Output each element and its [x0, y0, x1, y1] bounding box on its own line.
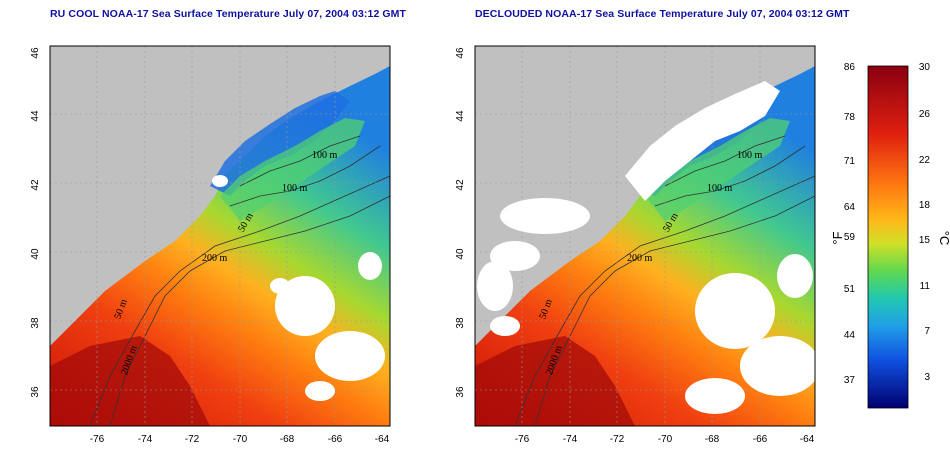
svg-text:100 m: 100 m [312, 150, 338, 161]
colorbar: 86 78 71 64 59 51 44 37 30 26 22 18 15 1… [830, 62, 950, 409]
c-tick: 3 [924, 372, 930, 383]
lat-tick: 38 [455, 317, 466, 329]
left-lat-axis: 46 44 42 40 38 36 [30, 47, 41, 398]
lon-tick: -72 [185, 434, 200, 445]
left-panel-title: RU COOL NOAA-17 Sea Surface Temperature … [50, 8, 407, 20]
lon-tick: -76 [515, 434, 530, 445]
lat-tick: 44 [455, 110, 466, 122]
right-panel-title: DECLOUDED NOAA-17 Sea Surface Temperatur… [475, 8, 850, 20]
svg-text:200 m: 200 m [202, 253, 228, 264]
lat-tick: 36 [30, 386, 41, 398]
lat-tick: 42 [30, 179, 41, 191]
right-map-panel: 100 m 100 m 50 m 200 m 50 m 2000 m [474, 45, 820, 427]
lon-tick: -70 [233, 434, 248, 445]
lat-tick: 40 [455, 248, 466, 260]
f-tick: 59 [844, 232, 856, 243]
svg-text:100 m: 100 m [707, 183, 733, 194]
f-tick: 64 [844, 202, 856, 213]
lon-tick: -72 [610, 434, 625, 445]
lon-tick: -76 [90, 434, 105, 445]
c-tick: 30 [919, 62, 931, 73]
lon-tick: -66 [328, 434, 343, 445]
lon-tick: -64 [800, 434, 815, 445]
lon-tick: -66 [753, 434, 768, 445]
f-tick: 78 [844, 112, 856, 123]
lat-tick: 46 [455, 47, 466, 59]
f-tick: 51 [844, 284, 856, 295]
lon-tick: -68 [280, 434, 295, 445]
c-tick: 22 [919, 155, 931, 166]
right-map-frame [474, 45, 816, 427]
colorbar-fahrenheit-ticks: 86 78 71 64 59 51 44 37 [844, 62, 856, 386]
f-tick: 37 [844, 375, 856, 386]
lat-tick: 44 [30, 110, 41, 122]
left-cloud-patches [212, 175, 385, 401]
lat-tick: 40 [30, 248, 41, 260]
svg-text:100 m: 100 m [282, 183, 308, 194]
right-masked-areas [477, 81, 820, 414]
lat-tick: 36 [455, 386, 466, 398]
colorbar-gradient [867, 65, 909, 409]
lat-tick: 46 [30, 47, 41, 59]
svg-text:200 m: 200 m [627, 253, 653, 264]
svg-text:100 m: 100 m [737, 150, 763, 161]
c-tick: 26 [919, 109, 931, 120]
lon-tick: -70 [658, 434, 673, 445]
left-lon-axis: -76 -74 -72 -70 -68 -66 -64 [90, 434, 390, 445]
f-tick: 71 [844, 156, 856, 167]
c-tick: 15 [919, 235, 931, 246]
right-lat-axis: 46 44 42 40 38 36 [455, 47, 466, 398]
lon-tick: -68 [705, 434, 720, 445]
left-map-panel: 100 m 100 m 50 m 200 m 50 m 2000 m [49, 45, 391, 427]
left-map-frame [49, 45, 391, 427]
lat-tick: 38 [30, 317, 41, 329]
fahrenheit-unit-label: °F [830, 231, 845, 244]
c-tick: 18 [919, 200, 931, 211]
celsius-unit-label: °C [937, 231, 950, 246]
f-tick: 86 [844, 62, 856, 73]
lon-tick: -74 [563, 434, 578, 445]
right-lon-axis: -76 -74 -72 -70 -68 -66 -64 [515, 434, 815, 445]
lat-tick: 42 [455, 179, 466, 191]
f-tick: 44 [844, 330, 856, 341]
lon-tick: -74 [138, 434, 153, 445]
lon-tick: -64 [375, 434, 390, 445]
c-tick: 7 [924, 326, 930, 337]
c-tick: 11 [920, 281, 931, 292]
colorbar-celsius-ticks: 30 26 22 18 15 11 7 3 [919, 62, 931, 383]
